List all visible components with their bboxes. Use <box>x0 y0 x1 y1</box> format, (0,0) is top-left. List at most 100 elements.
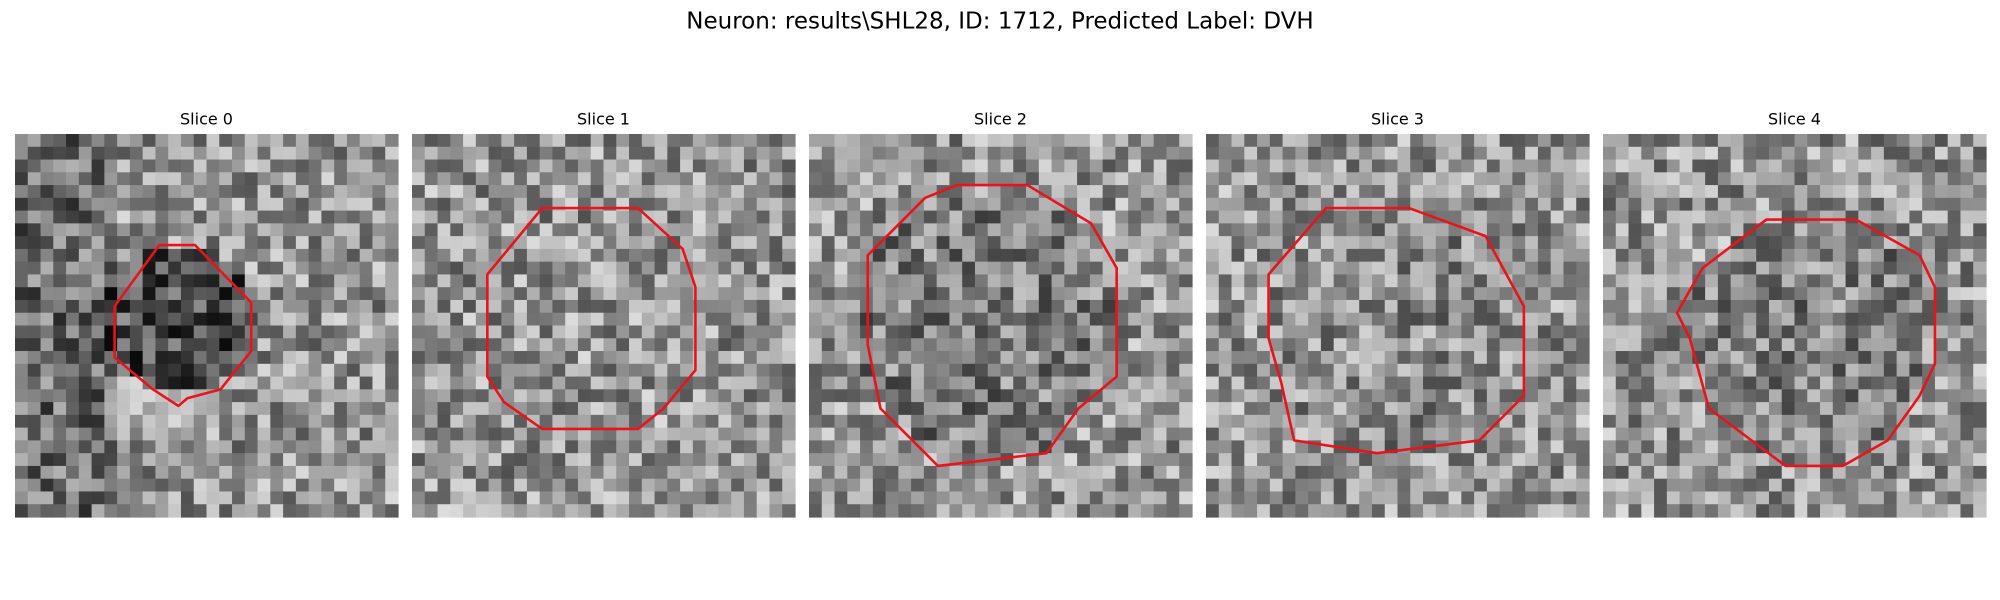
pixel <box>1666 465 1681 480</box>
pixel <box>936 504 951 518</box>
pixel <box>1820 376 1834 390</box>
pixel <box>1410 134 1424 148</box>
pixel <box>692 465 707 480</box>
pixel <box>1371 299 1386 314</box>
pixel <box>1537 440 1552 454</box>
pixel <box>1768 210 1783 224</box>
pixel <box>1922 389 1936 403</box>
pixel <box>898 351 912 365</box>
pixel <box>1474 210 1488 224</box>
pixel <box>885 389 899 403</box>
pixel <box>1179 146 1193 161</box>
pixel <box>295 351 310 365</box>
pixel <box>974 248 989 263</box>
pixel <box>1717 325 1732 339</box>
pixel <box>1000 185 1014 199</box>
pixel <box>475 185 490 199</box>
pixel <box>1628 325 1642 339</box>
pixel <box>155 159 169 173</box>
pixel <box>450 274 464 288</box>
pixel <box>1000 210 1014 224</box>
pixel <box>385 351 399 365</box>
pixel <box>1089 414 1104 429</box>
pixel <box>1603 491 1617 505</box>
pixel <box>590 236 605 250</box>
pixel <box>514 440 528 454</box>
pixel <box>603 223 617 237</box>
pixel <box>705 274 719 288</box>
pixel <box>936 440 951 454</box>
pixel <box>321 172 335 186</box>
pixel <box>1781 363 1796 378</box>
pixel <box>526 223 541 237</box>
pixel <box>488 146 502 161</box>
pixel <box>654 427 668 441</box>
pixel <box>78 146 93 161</box>
pixel <box>1973 453 1987 467</box>
pixel <box>283 236 297 250</box>
pixel <box>1615 465 1630 480</box>
pixel <box>91 299 105 314</box>
pixel <box>1257 159 1271 173</box>
pixel <box>1499 325 1513 339</box>
pixel <box>1026 453 1040 467</box>
pixel <box>1768 478 1783 493</box>
pixel <box>180 338 195 352</box>
pixel <box>1231 261 1245 276</box>
pixel <box>1320 299 1335 314</box>
pixel <box>180 427 195 441</box>
pixel <box>1346 427 1360 441</box>
pixel <box>1140 389 1155 403</box>
pixel <box>321 159 335 173</box>
pixel <box>1909 363 1923 378</box>
pixel <box>270 159 284 173</box>
pixel <box>809 146 823 161</box>
pixel <box>463 440 477 454</box>
pixel <box>1807 363 1821 378</box>
pixel <box>1371 210 1386 224</box>
pixel <box>219 197 233 212</box>
slice-image <box>15 134 399 518</box>
pixel <box>539 427 554 441</box>
pixel <box>1013 427 1027 441</box>
pixel <box>1179 261 1193 276</box>
pixel <box>1166 338 1180 352</box>
pixel <box>1871 414 1885 429</box>
pixel <box>1896 351 1910 365</box>
pixel <box>15 197 29 212</box>
pixel <box>463 274 477 288</box>
pixel <box>206 465 220 480</box>
pixel <box>1845 210 1859 224</box>
pixel <box>1244 197 1258 212</box>
pixel <box>1807 376 1821 390</box>
pixel <box>1768 274 1783 288</box>
pixel <box>180 414 195 429</box>
pixel <box>1717 453 1732 467</box>
pixel <box>680 146 694 161</box>
pixel <box>283 376 297 390</box>
pixel <box>1257 402 1271 416</box>
pixel <box>565 172 579 186</box>
pixel <box>872 287 887 301</box>
pixel <box>27 172 42 186</box>
pixel <box>1794 376 1808 390</box>
pixel <box>1794 414 1808 429</box>
pixel <box>1153 465 1168 480</box>
pixel <box>1820 453 1834 467</box>
pixel <box>1730 478 1745 493</box>
pixel <box>1960 159 1974 173</box>
pixel <box>66 325 80 339</box>
pixel <box>603 236 617 250</box>
pixel <box>295 223 310 237</box>
pixel <box>359 146 374 161</box>
pixel <box>295 427 310 441</box>
pixel <box>1320 478 1335 493</box>
pixel <box>1384 159 1399 173</box>
pixel <box>142 134 157 148</box>
pixel <box>847 236 861 250</box>
pixel <box>1359 351 1373 365</box>
pixel <box>731 134 745 148</box>
pixel <box>257 312 271 327</box>
pixel <box>424 376 439 390</box>
pixel <box>782 274 796 288</box>
